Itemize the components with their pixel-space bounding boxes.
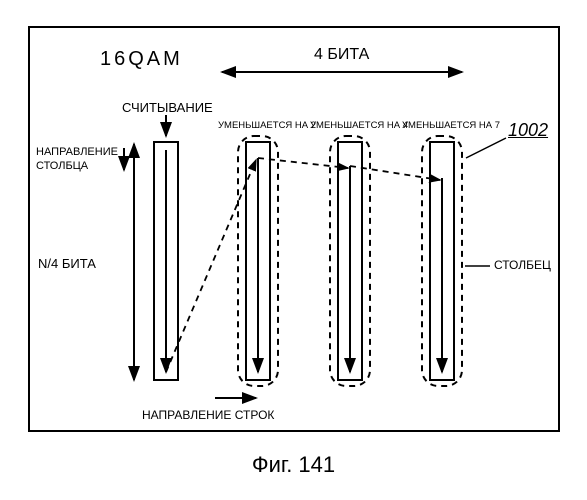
dash-path-3-4 bbox=[350, 166, 440, 180]
dash-path-2-3 bbox=[258, 158, 348, 168]
dash-path-1-2 bbox=[166, 160, 256, 372]
ref-leader bbox=[466, 138, 506, 158]
diagram-svg bbox=[0, 0, 587, 500]
